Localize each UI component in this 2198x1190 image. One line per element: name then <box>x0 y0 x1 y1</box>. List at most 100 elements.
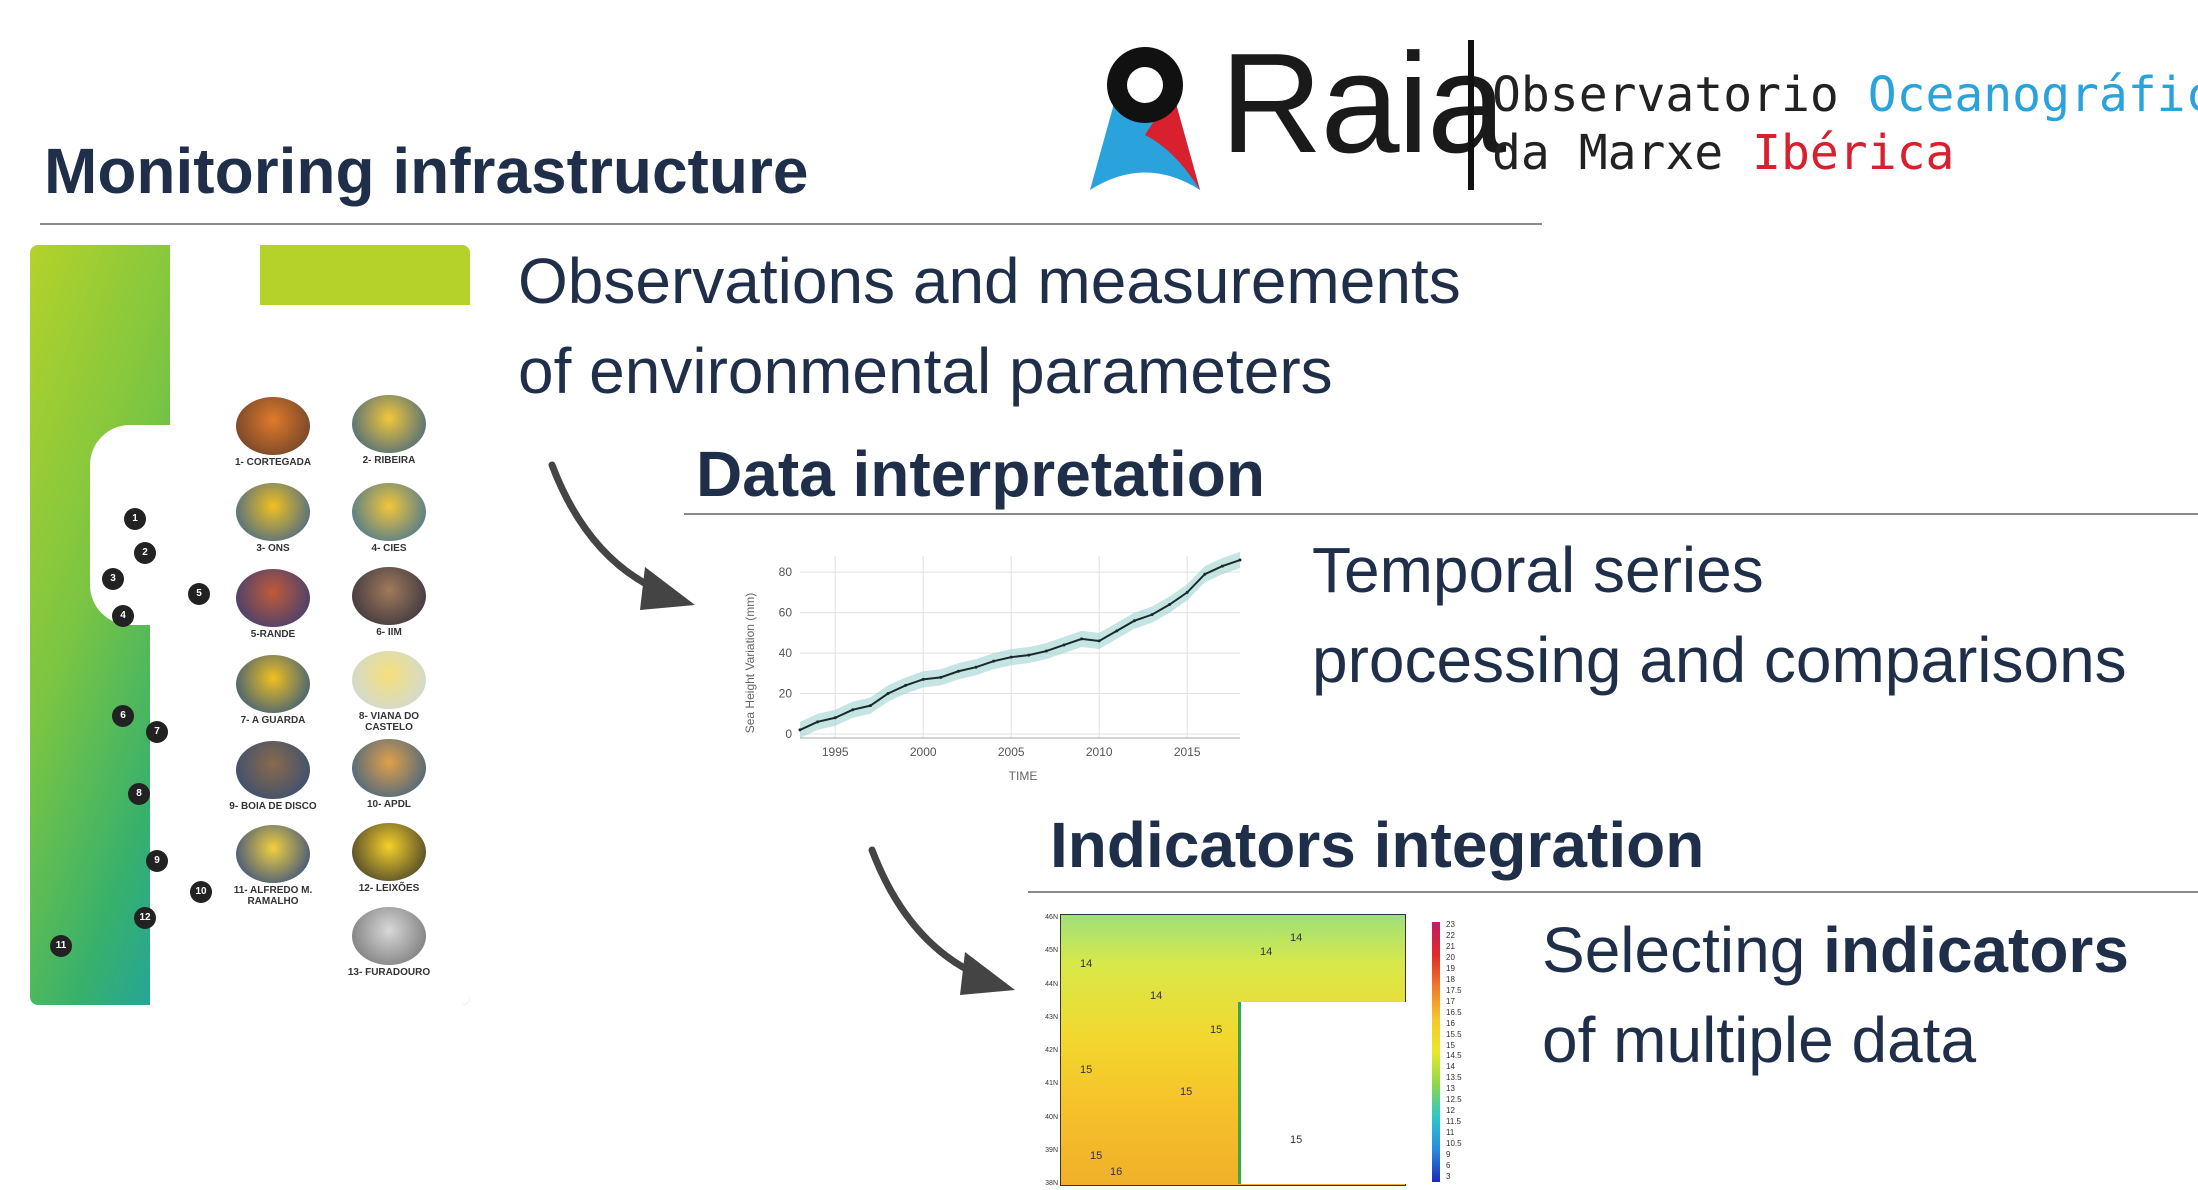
station-label: 9- BOIA DE DISCO <box>229 801 317 812</box>
station-card: 5-RANDE <box>218 569 328 640</box>
sst-colorbar-tick: 17 <box>1446 996 1455 1006</box>
station-label: 11- ALFREDO M. RAMALHO <box>233 885 313 907</box>
station-card: 3- ONS <box>218 483 328 554</box>
sst-contour-label: 14 <box>1080 958 1093 970</box>
sst-colorbar-tick: 6 <box>1446 1161 1451 1171</box>
sst-y-tick: 44N <box>1045 980 1058 988</box>
station-photo <box>352 651 426 709</box>
sst-colorbar-tick: 11.5 <box>1446 1117 1461 1127</box>
series-point <box>939 675 943 679</box>
sst-contour-label: 15 <box>1180 1086 1193 1098</box>
sst-y-tick: 45N <box>1045 947 1058 955</box>
series-point <box>1150 613 1154 617</box>
station-photo <box>236 569 310 627</box>
station-photo <box>352 483 426 541</box>
sst-y-tick: 39N <box>1045 1146 1058 1154</box>
series-point <box>798 728 802 732</box>
sst-colorbar <box>1432 922 1440 1182</box>
x-axis-title: TIME <box>1009 769 1038 783</box>
sst-colorbar-tick: 16 <box>1446 1018 1455 1028</box>
sst-y-tick: 46N <box>1045 914 1058 921</box>
station-card: 13- FURADOURO <box>334 907 444 978</box>
sst-contour-label: 15 <box>1090 1150 1103 1162</box>
map-pin: 5 <box>188 583 210 605</box>
monitoring-map: 1 2 3 4 5 6 7 8 9 10 11 12 1- CORTEGADA … <box>30 245 470 1005</box>
series-point <box>992 659 996 663</box>
series-point <box>833 716 837 720</box>
y-tick-label: 80 <box>779 565 793 579</box>
sst-contour-labels: 14 14 14 14 15 15 15 15 15 16 <box>1060 914 1404 1184</box>
station-photo <box>236 825 310 883</box>
station-photo <box>352 823 426 881</box>
indicators-divider <box>1028 891 2198 893</box>
land-area <box>150 625 210 1005</box>
map-pin: 9 <box>146 850 168 872</box>
station-photo <box>352 907 426 965</box>
logo-divider <box>1468 40 1474 190</box>
series-point <box>1203 572 1207 576</box>
map-pin: 8 <box>128 783 150 805</box>
sst-colorbar-tick: 9 <box>1446 1150 1451 1160</box>
flow-arrow-icon <box>868 846 1015 995</box>
map-pin: 10 <box>190 881 212 903</box>
sea-height-timeseries-chart: 0 20 40 60 80 1995 2000 2005 2010 2015 TIME Sea … <box>740 548 1250 788</box>
station-label: 2- RIBEIRA <box>362 455 416 466</box>
series-point <box>1168 603 1172 607</box>
map-pin: 7 <box>146 721 168 743</box>
sst-contour-label: 14 <box>1260 946 1273 958</box>
sst-colorbar-tick: 17.5 <box>1446 985 1462 995</box>
sst-contour-label: 15 <box>1290 1134 1303 1146</box>
series-point <box>1027 653 1031 657</box>
map-pin: 3 <box>102 568 124 590</box>
sst-y-tick: 43N <box>1045 1013 1058 1021</box>
station-card: 4- CIES <box>334 483 444 554</box>
station-label: 5-RANDE <box>250 629 296 640</box>
station-label: 4- CIES <box>371 543 407 554</box>
sst-y-tick: 41N <box>1045 1080 1058 1088</box>
y-tick-label: 40 <box>779 646 793 660</box>
monitoring-divider <box>40 223 1542 225</box>
series-point <box>956 669 960 673</box>
station-label: 8- VIANA DO CASTELO <box>358 711 420 733</box>
y-tick-label: 60 <box>779 606 793 620</box>
sst-colorbar-tick: 16.5 <box>1446 1007 1462 1017</box>
series-confidence-band <box>800 551 1240 738</box>
logo-subtitle-part: da Marxe <box>1492 125 1753 181</box>
series-band <box>800 551 1240 738</box>
series-point <box>886 692 890 696</box>
series-point <box>816 720 820 724</box>
y-tick-label: 0 <box>785 727 792 741</box>
map-pin: 2 <box>134 542 156 564</box>
x-tick-label: 2015 <box>1174 745 1201 759</box>
series-point <box>1238 558 1242 562</box>
y-tick-labels: 0 20 40 60 80 <box>779 565 793 741</box>
sst-contour-label: 15 <box>1210 1024 1223 1036</box>
x-tick-label: 2005 <box>998 745 1025 759</box>
sst-colorbar-tick: 21 <box>1446 941 1455 951</box>
interpretation-divider <box>684 513 2198 515</box>
land-area <box>170 245 470 1005</box>
station-photo <box>236 483 310 541</box>
interpretation-text: Temporal series processing and compariso… <box>1312 525 2127 705</box>
series-polyline <box>799 559 1241 731</box>
sst-colorbar-tick: 20 <box>1446 952 1455 962</box>
station-label: 6- IIM <box>376 627 402 638</box>
sst-colorbar-tick: 10.5 <box>1446 1139 1462 1149</box>
indicators-text: Selecting indicators of multiple data <box>1542 905 2129 1085</box>
station-card: 2- RIBEIRA <box>334 395 444 466</box>
sst-colorbar-tick: 15 <box>1446 1040 1455 1050</box>
station-card: 1- CORTEGADA <box>218 397 328 468</box>
interpretation-text-line: processing and comparisons <box>1312 624 2127 696</box>
monitoring-text: Observations and measurements of environ… <box>518 236 1461 416</box>
map-pin: 11 <box>50 935 72 957</box>
series-point <box>1044 649 1048 653</box>
sst-land <box>1238 1002 1407 1184</box>
series-point <box>1062 643 1066 647</box>
indicators-text-emphasis: indicators <box>1823 914 2129 986</box>
x-tick-label: 2010 <box>1086 745 1113 759</box>
station-card: 11- ALFREDO M. RAMALHO <box>218 825 328 907</box>
sst-y-tick: 42N <box>1045 1047 1058 1054</box>
station-label: 1- CORTEGADA <box>234 457 312 468</box>
sst-map-chart: 38N 39N 40N 41N 42N 43N 44N 45N 46N 14 14 14 14 15 15… <box>1030 910 1440 1190</box>
series-point <box>1080 637 1084 641</box>
